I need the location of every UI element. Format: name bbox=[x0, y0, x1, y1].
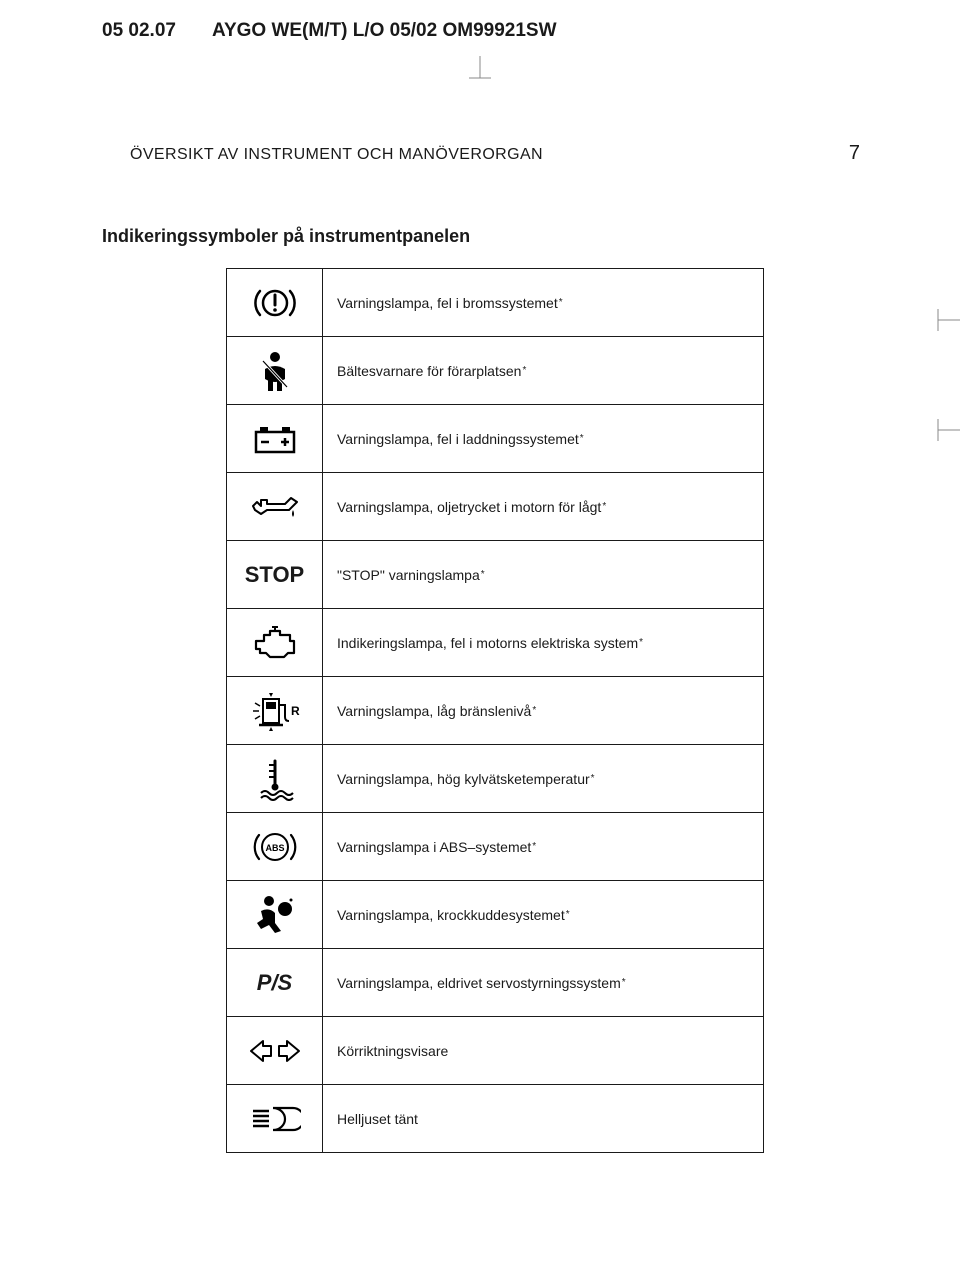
stop-icon: STOP bbox=[227, 541, 323, 608]
svg-text:R: R bbox=[291, 704, 300, 718]
table-row: Varningslampa, hög kylvätsketemperatur* bbox=[227, 745, 763, 813]
row-label: Varningslampa, eldrivet servostyrningssy… bbox=[323, 949, 763, 1016]
section-title: ÖVERSIKT AV INSTRUMENT OCH MANÖVERORGAN bbox=[130, 146, 543, 164]
table-row: P/S Varningslampa, eldrivet servostyrnin… bbox=[227, 949, 763, 1017]
row-label: Varningslampa, hög kylvätsketemperatur* bbox=[323, 745, 763, 812]
indicator-table: Varningslampa, fel i bromssystemet* Bält… bbox=[226, 268, 764, 1153]
row-label: Varningslampa, krockkuddesystemet* bbox=[323, 881, 763, 948]
row-label: "STOP" varningslampa* bbox=[323, 541, 763, 608]
table-row: ABS Varningslampa i ABS–systemet* bbox=[227, 813, 763, 881]
battery-icon bbox=[227, 405, 323, 472]
table-row: Varningslampa, fel i bromssystemet* bbox=[227, 269, 763, 337]
row-label: Bältesvarnare för förarplatsen* bbox=[323, 337, 763, 404]
power-steering-icon: P/S bbox=[227, 949, 323, 1016]
table-row: Bältesvarnare för förarplatsen* bbox=[227, 337, 763, 405]
header-left: 05 02.07 bbox=[102, 20, 176, 42]
row-label: Varningslampa, fel i bromssystemet* bbox=[323, 269, 763, 336]
airbag-icon bbox=[227, 881, 323, 948]
table-row: Varningslampa, krockkuddesystemet* bbox=[227, 881, 763, 949]
brake-warning-icon bbox=[227, 269, 323, 336]
row-label: Körriktningsvisare bbox=[323, 1017, 763, 1084]
row-label: Helljuset tänt bbox=[323, 1085, 763, 1152]
row-label: Varningslampa i ABS–systemet* bbox=[323, 813, 763, 880]
table-row: R Varningslampa, låg bränslenivå* bbox=[227, 677, 763, 745]
table-row: Körriktningsvisare bbox=[227, 1017, 763, 1085]
crop-mark-right bbox=[930, 308, 960, 332]
table-row: Varningslampa, fel i laddningssystemet* bbox=[227, 405, 763, 473]
table-row: Indikeringslampa, fel i motorns elektris… bbox=[227, 609, 763, 677]
svg-text:ABS: ABS bbox=[265, 843, 284, 853]
table-row: Varningslampa, oljetrycket i motorn för … bbox=[227, 473, 763, 541]
header: 05 02.07 AYGO WE(M/T) L/O 05/02 OM99921S… bbox=[102, 20, 900, 42]
coolant-temp-icon bbox=[227, 745, 323, 812]
turn-signal-icon bbox=[227, 1017, 323, 1084]
header-main: AYGO WE(M/T) L/O 05/02 OM99921SW bbox=[212, 20, 557, 42]
crop-mark-right-2 bbox=[930, 418, 960, 442]
row-label: Indikeringslampa, fel i motorns elektris… bbox=[323, 609, 763, 676]
seatbelt-icon bbox=[227, 337, 323, 404]
table-row: Helljuset tänt bbox=[227, 1085, 763, 1153]
subheading: Indikeringssymboler på instrumentpanelen bbox=[102, 226, 470, 247]
engine-icon bbox=[227, 609, 323, 676]
oil-pressure-icon bbox=[227, 473, 323, 540]
page-number: 7 bbox=[849, 142, 860, 165]
high-beam-icon bbox=[227, 1085, 323, 1152]
row-label: Varningslampa, låg bränslenivå* bbox=[323, 677, 763, 744]
fuel-icon: R bbox=[227, 677, 323, 744]
section-header: ÖVERSIKT AV INSTRUMENT OCH MANÖVERORGAN … bbox=[130, 142, 860, 165]
row-label: Varningslampa, oljetrycket i motorn för … bbox=[323, 473, 763, 540]
table-row: STOP "STOP" varningslampa* bbox=[227, 541, 763, 609]
crop-mark-top bbox=[469, 56, 491, 88]
row-label: Varningslampa, fel i laddningssystemet* bbox=[323, 405, 763, 472]
abs-icon: ABS bbox=[227, 813, 323, 880]
